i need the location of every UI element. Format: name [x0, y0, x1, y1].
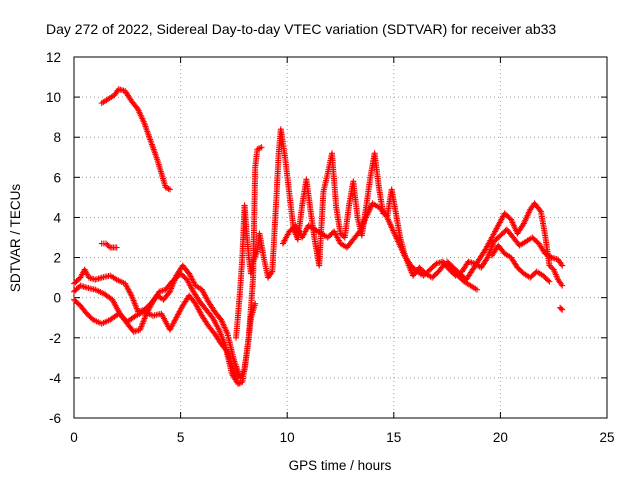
x-tick-label: 15	[386, 430, 401, 445]
data-point	[164, 185, 171, 192]
x-tick-label: 20	[493, 430, 508, 445]
y-tick-label: 8	[53, 130, 61, 145]
data-point	[546, 262, 553, 269]
data-point	[223, 347, 230, 354]
data-point	[545, 277, 552, 284]
y-tick-label: -6	[49, 411, 61, 426]
data-point	[257, 144, 264, 151]
series-trace-b	[71, 270, 259, 387]
data-point	[559, 262, 566, 269]
series-trace-small-early	[98, 240, 120, 251]
data-point	[536, 207, 543, 214]
data-point	[483, 255, 490, 262]
y-tick-label: 10	[46, 90, 61, 105]
y-tick-label: 4	[53, 210, 61, 225]
series-trace-a	[71, 144, 265, 381]
data-point	[549, 265, 556, 272]
x-tick-label: 10	[280, 430, 295, 445]
data-point	[255, 145, 262, 152]
data-point	[254, 146, 261, 153]
data-point	[547, 263, 554, 270]
data-point	[113, 244, 120, 251]
y-tick-label: -2	[49, 331, 61, 346]
series-trace-isolated	[557, 304, 566, 313]
data-point	[165, 185, 172, 192]
gridlines	[74, 57, 607, 418]
data-point	[258, 144, 265, 151]
data-point	[236, 380, 243, 387]
series-trace-d	[444, 200, 566, 289]
y-tick-label: 6	[53, 170, 61, 185]
data-point	[166, 186, 173, 193]
plot-frame	[73, 56, 608, 419]
y-tick-label: -4	[49, 371, 61, 386]
y-tick-label: 2	[53, 251, 61, 266]
data-point	[105, 243, 112, 250]
data-point	[235, 374, 242, 381]
x-tick-labels: 0 5 10 15 20 25	[70, 430, 614, 445]
data-point	[473, 286, 480, 293]
data-point	[252, 300, 259, 307]
x-tick-label: 25	[599, 430, 614, 445]
series-trace-e	[488, 242, 553, 285]
data-point	[104, 241, 111, 248]
series-trace-upper-early	[98, 86, 173, 193]
y-tick-label: 12	[46, 50, 61, 65]
data-point	[131, 313, 138, 320]
x-axis-label: GPS time / hours	[289, 458, 392, 473]
series-trace-mid	[279, 200, 566, 279]
y-axis-label: SDTVAR / TECUs	[8, 184, 23, 293]
data-point	[558, 305, 565, 312]
data-point	[235, 380, 242, 387]
y-tick-label: 0	[53, 291, 61, 306]
data-series	[71, 86, 566, 387]
series-trace-c	[71, 292, 242, 381]
x-tick-label: 5	[177, 430, 185, 445]
axis-ticks	[73, 56, 608, 419]
y-tick-labels: -6 -4 -2 0 2 4 6 8 10 12	[46, 50, 62, 426]
data-point	[559, 306, 566, 313]
data-point	[559, 282, 566, 289]
data-point	[546, 278, 553, 285]
chart-title: Day 272 of 2022, Sidereal Day-to-day VTE…	[46, 21, 556, 37]
data-point	[102, 240, 109, 247]
x-tick-label: 0	[70, 430, 78, 445]
data-point	[338, 231, 345, 238]
data-point	[162, 184, 169, 191]
